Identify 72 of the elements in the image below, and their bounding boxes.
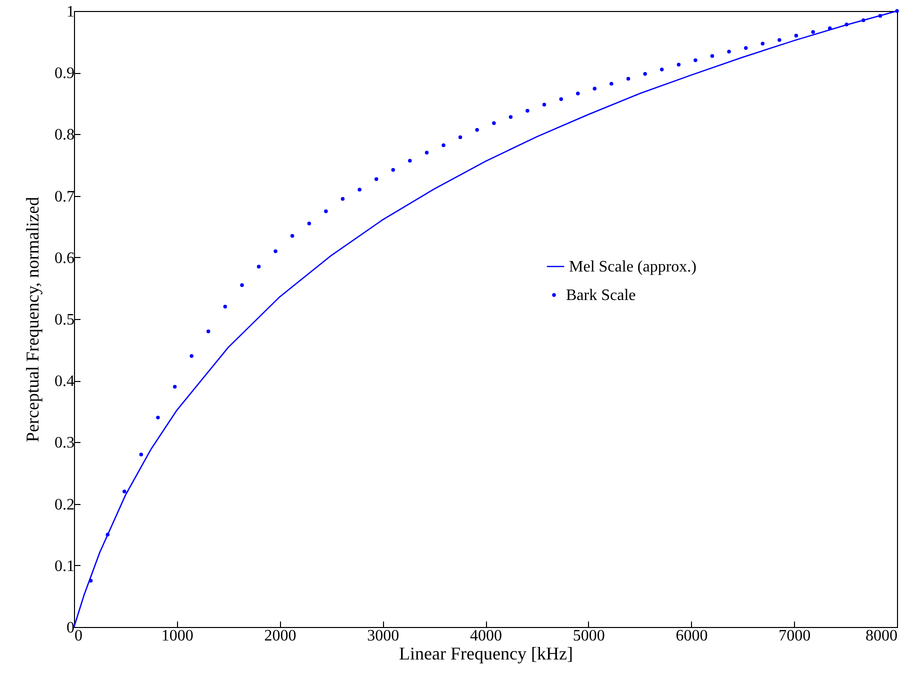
point [122,490,126,494]
point [542,102,546,106]
point [274,249,278,254]
legend-label: Mel Scale (approx.) [569,258,697,276]
point [139,452,144,456]
x-tick-label: 8000 [866,628,898,644]
y-tick-label: 0.5 [54,312,74,328]
point [895,9,899,13]
y-tick-label: 0.6 [54,250,74,267]
x-axis-title: Linear Frequency [kHz] [399,644,573,664]
point [206,329,210,334]
point [442,143,446,148]
point [391,168,395,172]
point [676,62,681,66]
y-tick-label: 0.2 [54,496,74,514]
x-tick-label: 3000 [367,628,400,644]
x-tick-label: 5000 [572,628,605,644]
point [290,234,294,238]
x-tick-label: 2000 [264,628,296,644]
point [811,30,815,34]
y-tick-label: 0.4 [54,373,74,390]
point [340,197,345,201]
point [710,54,714,58]
y-tick-label: 1 [66,4,74,20]
point [592,86,597,90]
point [190,354,194,358]
x-tick-label: 7000 [778,628,811,644]
point [256,264,261,269]
point [660,68,664,72]
point [240,283,244,287]
legend-label: Bark Scale [566,287,636,304]
y-tick-label: 0.7 [54,188,74,206]
point [172,384,177,389]
point [861,18,866,22]
x-tick-label: 4000 [470,628,502,644]
point [576,92,580,96]
point [626,76,630,81]
point [828,26,832,30]
point [307,222,312,226]
point [374,177,378,182]
point [223,304,227,309]
point [475,128,479,132]
point [878,14,882,18]
y-tick-label: 0.8 [54,126,74,144]
point [106,532,110,536]
point [694,58,698,62]
point [760,42,765,46]
y-tick-label: 0.9 [54,65,74,82]
y-axis-title: Perceptual Frequency, normalized [22,196,42,442]
x-tick-label: 1000 [161,628,194,644]
point [794,34,798,38]
point [727,50,731,54]
point [156,416,160,420]
point [358,188,362,192]
point [324,209,328,214]
point [844,22,848,26]
point [778,38,782,42]
point [610,82,614,86]
point [492,121,496,125]
point [559,97,563,101]
point [643,72,647,76]
x-tick-label: 6000 [676,628,708,644]
point [744,46,748,50]
point [424,150,429,155]
point [458,135,462,140]
point [88,578,93,583]
point [508,115,513,119]
line-series [73,10,898,628]
point [408,158,412,163]
y-tick-label: 0.1 [54,558,74,575]
point [526,108,530,113]
y-tick-label: 0.3 [54,434,74,452]
